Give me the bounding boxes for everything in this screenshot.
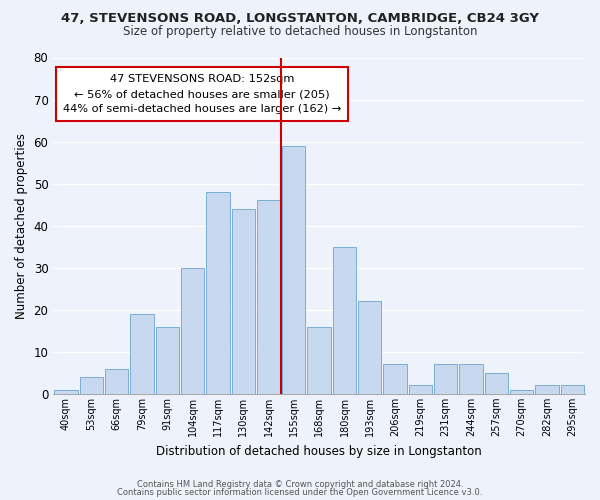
Bar xyxy=(130,314,154,394)
Text: Contains HM Land Registry data © Crown copyright and database right 2024.: Contains HM Land Registry data © Crown c… xyxy=(137,480,463,489)
Bar xyxy=(409,386,432,394)
Bar xyxy=(560,386,584,394)
Bar xyxy=(105,368,128,394)
Bar xyxy=(181,268,204,394)
Bar xyxy=(232,209,255,394)
Bar xyxy=(434,364,457,394)
Bar xyxy=(460,364,483,394)
Bar xyxy=(485,373,508,394)
Bar xyxy=(155,326,179,394)
Bar xyxy=(333,246,356,394)
Bar xyxy=(55,390,77,394)
Text: 47 STEVENSONS ROAD: 152sqm
← 56% of detached houses are smaller (205)
44% of sem: 47 STEVENSONS ROAD: 152sqm ← 56% of deta… xyxy=(63,74,341,114)
Text: Size of property relative to detached houses in Longstanton: Size of property relative to detached ho… xyxy=(123,25,477,38)
Bar xyxy=(383,364,407,394)
Bar xyxy=(282,146,305,394)
Bar xyxy=(80,377,103,394)
X-axis label: Distribution of detached houses by size in Longstanton: Distribution of detached houses by size … xyxy=(156,444,482,458)
Bar xyxy=(257,200,280,394)
Y-axis label: Number of detached properties: Number of detached properties xyxy=(15,132,28,318)
Text: Contains public sector information licensed under the Open Government Licence v3: Contains public sector information licen… xyxy=(118,488,482,497)
Bar xyxy=(510,390,533,394)
Bar xyxy=(358,302,382,394)
Bar xyxy=(206,192,230,394)
Text: 47, STEVENSONS ROAD, LONGSTANTON, CAMBRIDGE, CB24 3GY: 47, STEVENSONS ROAD, LONGSTANTON, CAMBRI… xyxy=(61,12,539,26)
Bar xyxy=(535,386,559,394)
Bar xyxy=(307,326,331,394)
